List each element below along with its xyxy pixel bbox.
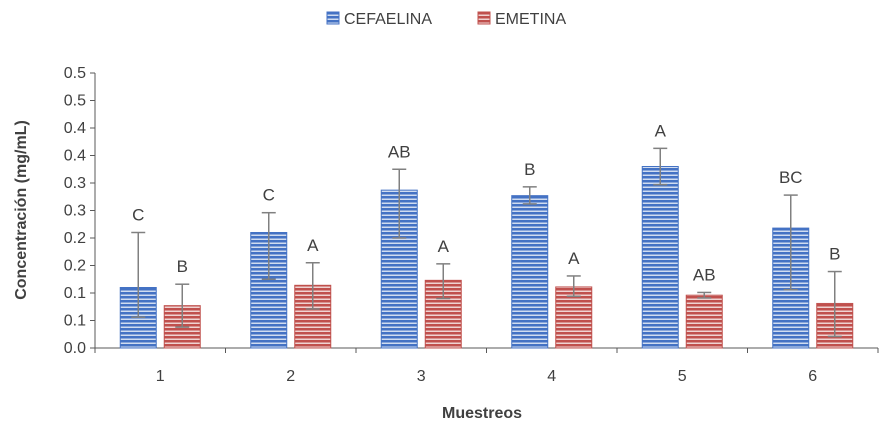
bars: [119, 166, 854, 349]
significance-label: A: [568, 249, 580, 268]
y-tick-label: 0.3: [64, 203, 86, 220]
significance-label: B: [177, 257, 188, 276]
significance-label: AB: [388, 142, 411, 161]
x-tick-label: 6: [808, 368, 817, 385]
significance-label: A: [438, 237, 450, 256]
y-tick-label: 0.5: [64, 65, 86, 82]
x-tick-label: 2: [286, 368, 295, 385]
error-bars: [131, 147, 842, 338]
legend-label-cefaelina: CEFAELINA: [344, 11, 432, 28]
significance-label: A: [655, 121, 667, 140]
significance-label: AB: [693, 265, 716, 284]
legend-label-emetina: EMETINA: [495, 11, 566, 28]
significance-labels: C C AB B A BC B A A A AB B: [132, 121, 840, 284]
y-tick-label: 0.5: [64, 93, 86, 110]
y-tick-label: 0.2: [64, 230, 86, 247]
bar-emetina-4: [555, 286, 593, 349]
y-axis-title: Concentración (mg/mL): [13, 120, 30, 300]
bar-emetina-5: [685, 294, 723, 349]
y-tick-label: 0.4: [64, 120, 86, 137]
x-tick-label: 4: [547, 368, 556, 385]
x-axis-title: Muestreos: [442, 405, 522, 422]
y-tick-label: 0.2: [64, 258, 86, 275]
y-tick-label: 0.1: [64, 313, 86, 330]
y-tick-label: 0.0: [64, 340, 86, 357]
y-tick-label: 0.4: [64, 148, 86, 165]
legend-swatch-cefaelina: [326, 11, 340, 25]
significance-label: BC: [779, 168, 803, 187]
significance-label: C: [132, 206, 144, 225]
significance-label: A: [307, 236, 319, 255]
significance-label: B: [829, 245, 840, 264]
x-axis: 1 2 3 4 5 6: [94, 347, 879, 385]
legend-swatch-emetina: [477, 11, 491, 25]
x-tick-label: 3: [417, 368, 426, 385]
bar-cefaelina-5: [641, 166, 679, 349]
bar-cefaelina-4: [511, 195, 549, 349]
y-tick-label: 0.3: [64, 175, 86, 192]
y-axis: 0.0 0.1 0.1 0.2 0.2 0.3 0.3 0.4 0.4 0.5 0.5: [64, 65, 96, 357]
significance-label: C: [263, 186, 275, 205]
y-tick-label: 0.1: [64, 285, 86, 302]
x-tick-label: 1: [156, 368, 165, 385]
x-tick-label: 5: [678, 368, 687, 385]
significance-label: B: [524, 160, 535, 179]
legend: CEFAELINA EMETINA: [326, 11, 566, 28]
